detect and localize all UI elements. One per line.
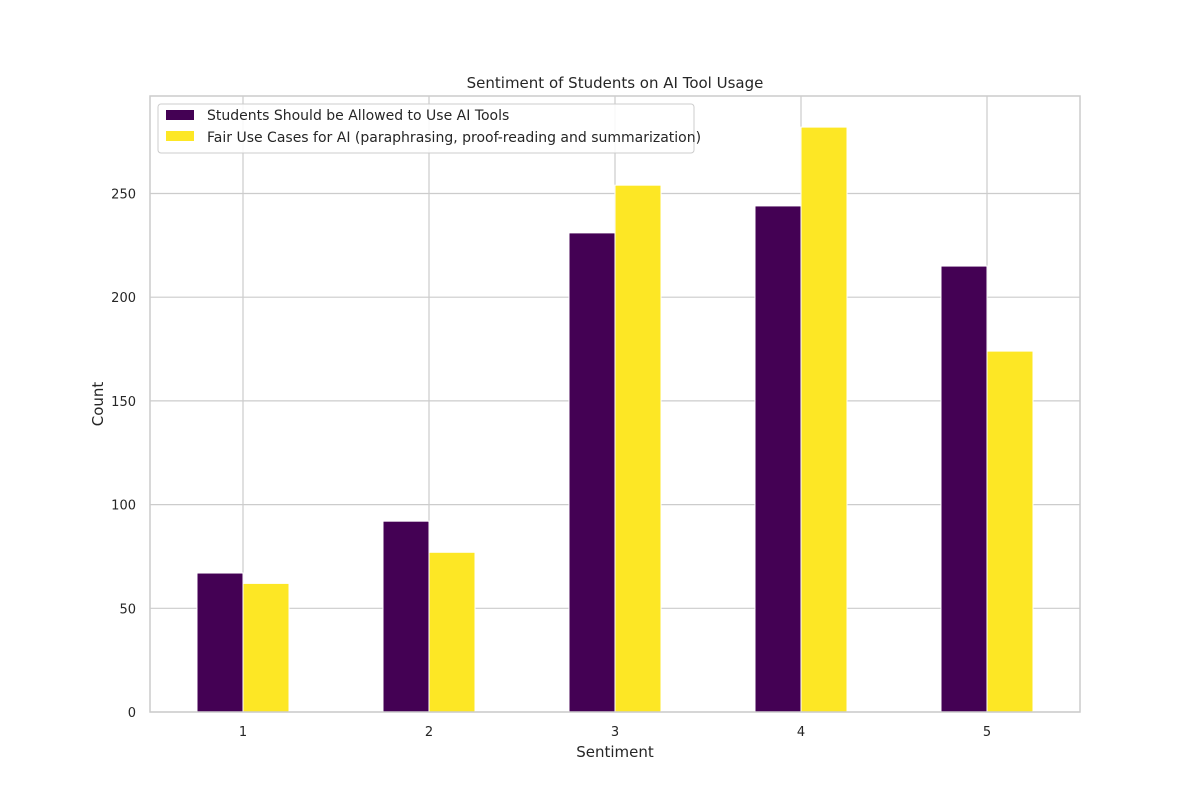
bar-series-1-cat-2 (382, 520, 430, 713)
y-tick-label: 250 (111, 187, 136, 202)
legend-box (157, 103, 695, 154)
y-tick-label: 150 (111, 395, 136, 410)
bar-series-2-cat-2 (428, 551, 476, 713)
legend-swatch-students-allowed (166, 110, 194, 120)
legend-swatch-fair-use (166, 131, 194, 141)
bar-series-1-cat-1 (196, 572, 244, 713)
x-tick-label: 1 (239, 725, 247, 740)
bar-series-1-cat-5 (940, 265, 988, 713)
bar-series-2-cat-4 (800, 126, 848, 713)
x-tick-label: 3 (611, 725, 619, 740)
bar-series-2-cat-1 (242, 582, 290, 713)
chart-title: Sentiment of Students on AI Tool Usage (467, 74, 764, 92)
y-tick-label: 100 (111, 499, 136, 514)
y-axis-label: Count (89, 382, 107, 427)
legend-label-students-allowed: Students Should be Allowed to Use AI Too… (207, 108, 509, 124)
bar-series-2-cat-3 (614, 184, 662, 713)
bar-series-2-cat-5 (986, 350, 1034, 713)
y-tick-label: 50 (119, 602, 136, 617)
x-tick-label: 5 (983, 725, 991, 740)
y-tick-label: 0 (128, 706, 136, 721)
tick-labels: 0 50 100 150 200 250 1 2 3 4 5 (111, 187, 991, 740)
legend: Students Should be Allowed to Use AI Too… (157, 103, 701, 154)
x-tick-label: 2 (425, 725, 433, 740)
x-tick-label: 4 (797, 725, 805, 740)
bars (196, 126, 1034, 713)
legend-label-fair-use: Fair Use Cases for AI (paraphrasing, pro… (207, 130, 701, 146)
plot-frame (149, 95, 1081, 713)
bar-series-1-cat-4 (754, 205, 802, 713)
y-tick-label: 200 (111, 291, 136, 306)
bar-series-1-cat-3 (568, 232, 616, 713)
x-axis-label: Sentiment (576, 743, 654, 761)
